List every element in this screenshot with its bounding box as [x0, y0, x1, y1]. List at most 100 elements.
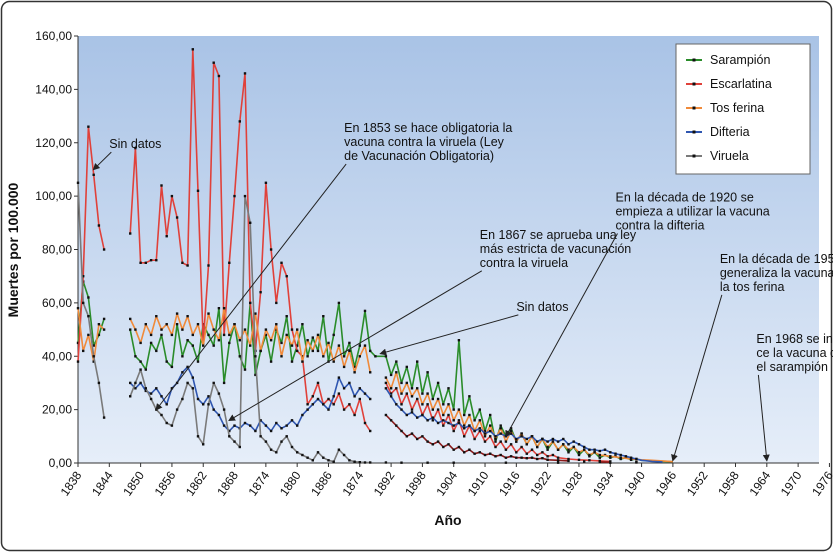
data-point [301, 323, 303, 325]
data-point [599, 461, 601, 463]
data-point [338, 344, 340, 346]
data-point [197, 435, 199, 437]
data-point [291, 446, 293, 448]
data-point [280, 427, 282, 429]
data-point [139, 368, 141, 370]
data-point [541, 457, 543, 459]
data-point [202, 344, 204, 346]
data-point [546, 440, 548, 442]
data-point [129, 232, 131, 234]
data-point [333, 461, 335, 463]
data-point [406, 435, 408, 437]
data-point [348, 459, 350, 461]
data-point [369, 350, 371, 352]
data-point [155, 259, 157, 261]
data-point [479, 427, 481, 429]
data-point [192, 376, 194, 378]
y-axis: 0,0020,0040,0060,0080,00100,00120,00140,… [35, 29, 78, 470]
data-point [218, 75, 220, 77]
data-point [421, 435, 423, 437]
data-point [353, 371, 355, 373]
data-point [306, 403, 308, 405]
data-point [573, 446, 575, 448]
data-point [426, 462, 428, 464]
data-point [103, 328, 105, 330]
data-point [296, 350, 298, 352]
data-point [562, 438, 564, 440]
data-point [286, 275, 288, 277]
data-point [259, 291, 261, 293]
data-point [453, 408, 455, 410]
data-point [296, 424, 298, 426]
data-point [369, 461, 371, 463]
data-point [510, 432, 512, 434]
data-point [609, 461, 611, 463]
data-point [546, 459, 548, 461]
data-point [359, 387, 361, 389]
data-point [286, 435, 288, 437]
data-point [134, 387, 136, 389]
data-point [557, 440, 559, 442]
data-point [160, 334, 162, 336]
data-point [374, 355, 376, 357]
data-point [280, 342, 282, 344]
data-point [270, 449, 272, 451]
data-point [207, 312, 209, 314]
data-point [176, 408, 178, 410]
y-tick-label: 140,00 [35, 82, 72, 96]
data-point [296, 328, 298, 330]
data-point [306, 457, 308, 459]
data-point [186, 382, 188, 384]
data-point [176, 323, 178, 325]
data-point [244, 195, 246, 197]
data-point [87, 126, 89, 128]
data-point [620, 454, 622, 456]
data-point [270, 248, 272, 250]
data-point [400, 408, 402, 410]
data-point [479, 419, 481, 421]
data-point [249, 302, 251, 304]
data-point [286, 334, 288, 336]
data-point [520, 446, 522, 448]
data-point [306, 408, 308, 410]
data-point [453, 424, 455, 426]
data-point [505, 457, 507, 459]
data-point [317, 382, 319, 384]
x-axis-title: Año [434, 512, 461, 528]
data-point [160, 395, 162, 397]
data-point [416, 416, 418, 418]
data-point [139, 382, 141, 384]
data-point [614, 453, 616, 455]
data-point [369, 430, 371, 432]
data-point [359, 344, 361, 346]
data-point [447, 403, 449, 405]
annotation-text: el sarampión [756, 360, 828, 374]
data-point [150, 334, 152, 336]
y-tick-label: 100,00 [35, 189, 72, 203]
data-point [150, 342, 152, 344]
data-point [447, 414, 449, 416]
data-point [312, 403, 314, 405]
data-point [322, 403, 324, 405]
data-point [458, 422, 460, 424]
data-point [359, 461, 361, 463]
data-point [327, 408, 329, 410]
data-point [228, 334, 230, 336]
data-point [500, 440, 502, 442]
annotation-text: contra la difteria [615, 218, 704, 232]
data-point [213, 328, 215, 330]
data-point [421, 403, 423, 405]
data-point [296, 451, 298, 453]
data-point [192, 48, 194, 50]
data-point [447, 422, 449, 424]
data-point [406, 366, 408, 368]
data-point [526, 453, 528, 455]
data-point [291, 419, 293, 421]
data-point [536, 446, 538, 448]
data-point [280, 355, 282, 357]
data-point [385, 387, 387, 389]
data-point [244, 328, 246, 330]
data-point [87, 334, 89, 336]
data-point [223, 334, 225, 336]
